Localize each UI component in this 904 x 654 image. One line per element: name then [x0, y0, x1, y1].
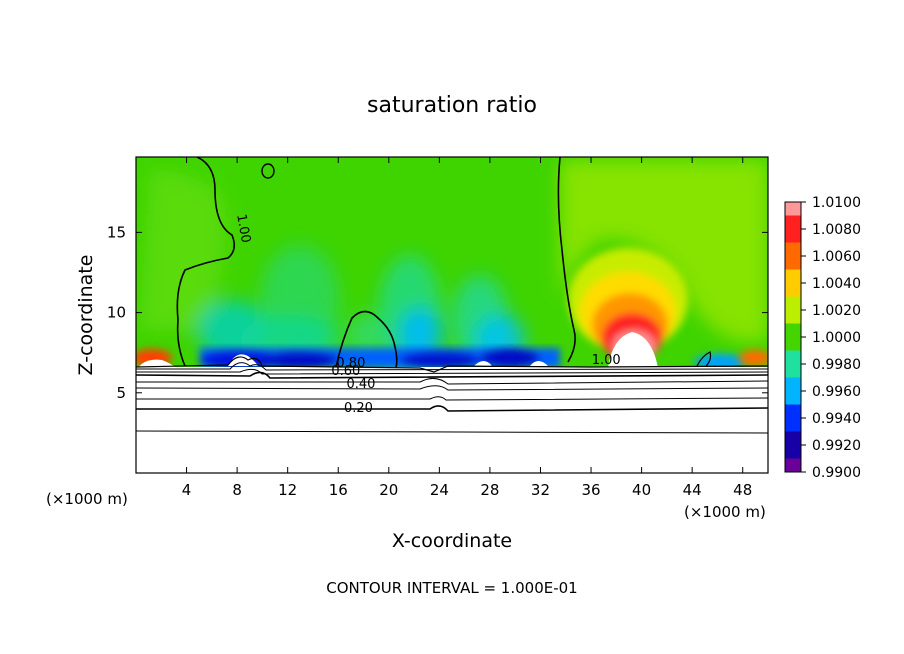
colorbar-swatch: [785, 202, 801, 216]
colorbar-label: 0.9900: [812, 465, 861, 481]
contour-label: 1.00: [592, 353, 621, 368]
contour-label: 0.40: [347, 377, 376, 392]
contour-label: 0.20: [344, 401, 373, 416]
x-tick-label: 36: [581, 481, 600, 499]
colorbar-swatch: [785, 269, 801, 297]
x-tick-label: 12: [278, 481, 297, 499]
colorbar: 1.0100 1.0080 1.0060 1.0040 1.0020 1.0000 0.99…: [784, 195, 861, 481]
field-low-band: [200, 348, 746, 367]
x-tick-label: 48: [733, 481, 752, 499]
colorbar-swatch: [785, 242, 801, 270]
colorbar-label: 0.9980: [812, 357, 861, 373]
colorbar-label: 1.0080: [812, 222, 861, 238]
colorbar-label: 1.0000: [812, 330, 861, 346]
x-axis: 4 8 12 16 20 24 28 32 36 40 44 48: [182, 157, 752, 499]
x-tick-label: 4: [182, 481, 192, 499]
colorbar-label: 0.9940: [812, 411, 861, 427]
y-tick-label: 15: [107, 223, 126, 241]
plot-area: 1.00 1.00 0.800.600.40 0.20: [135, 156, 769, 474]
contours: [136, 157, 768, 434]
x-tick-label: 28: [480, 481, 499, 499]
x-tick-label: 16: [329, 481, 348, 499]
plot-frame: [135, 156, 769, 474]
colorbar-swatch: [785, 323, 801, 351]
colorbar-label: 1.0060: [812, 249, 861, 265]
colorbar-swatch: [785, 377, 801, 405]
x-tick-label: 8: [232, 481, 242, 499]
x-tick-label: 44: [683, 481, 702, 499]
x-tick-label: 32: [531, 481, 550, 499]
y-tick-label: 10: [107, 304, 126, 322]
x-axis-label: X-coordinate: [392, 530, 512, 552]
chart-title: saturation ratio: [367, 93, 537, 118]
colorbar-label: 1.0100: [812, 195, 861, 211]
contour-label: 0.80: [336, 356, 365, 371]
colorbar-label: 0.9920: [812, 438, 861, 454]
x-tick-label: 40: [632, 481, 651, 499]
colorbar-label: 1.0020: [812, 303, 861, 319]
y-axis: 5 10 15: [107, 223, 768, 402]
colorbar-swatch: [785, 404, 801, 432]
x-tick-label: 24: [430, 481, 449, 499]
colorbar-swatch: [785, 350, 801, 378]
contour-interval-note: CONTOUR INTERVAL = 1.000E-01: [326, 579, 577, 597]
colorbar-label: 0.9960: [812, 384, 861, 400]
colorbar-swatch: [785, 215, 801, 243]
colorbar-swatch: [785, 296, 801, 324]
x-axis-unit-right: (×1000 m): [684, 503, 766, 521]
x-tick-label: 20: [379, 481, 398, 499]
x-axis-unit-left: (×1000 m): [46, 490, 128, 508]
y-tick-label: 5: [116, 384, 126, 402]
plume-core: [608, 332, 658, 367]
contour-label: 1.00: [233, 213, 253, 244]
colorbar-swatch: [785, 431, 801, 459]
y-axis-label: Z-coordinate: [75, 255, 97, 376]
contour-label: 0.60: [331, 364, 360, 379]
colorbar-label: 1.0040: [812, 276, 861, 292]
colorbar-swatch: [785, 458, 801, 472]
